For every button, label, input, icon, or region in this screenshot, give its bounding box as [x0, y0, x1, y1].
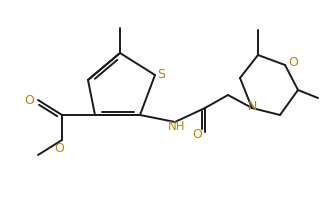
Text: O: O [54, 142, 64, 156]
Text: N: N [247, 101, 257, 114]
Text: NH: NH [168, 120, 186, 133]
Text: S: S [157, 67, 165, 81]
Text: O: O [288, 57, 298, 69]
Text: O: O [24, 94, 34, 106]
Text: O: O [192, 127, 202, 141]
